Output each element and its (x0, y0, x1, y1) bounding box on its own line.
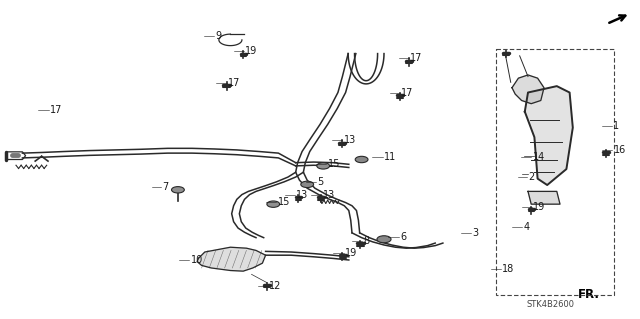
Bar (496, 49, 614, 295)
Circle shape (317, 163, 330, 169)
Text: STK4B2600: STK4B2600 (526, 300, 575, 309)
Polygon shape (197, 247, 266, 271)
Text: 2: 2 (528, 172, 534, 182)
Text: 17: 17 (50, 105, 62, 115)
Text: FR.: FR. (579, 288, 600, 300)
Polygon shape (525, 86, 573, 185)
Text: 6: 6 (400, 232, 406, 242)
Text: 15: 15 (278, 197, 290, 207)
Circle shape (355, 156, 368, 163)
Circle shape (301, 181, 314, 188)
Circle shape (172, 187, 184, 193)
Text: 17: 17 (410, 53, 422, 63)
Text: 19: 19 (533, 202, 545, 212)
Text: 19: 19 (245, 46, 257, 56)
Polygon shape (528, 191, 560, 204)
Circle shape (377, 236, 391, 243)
Text: 8: 8 (364, 236, 370, 246)
Polygon shape (512, 75, 544, 104)
Text: 14: 14 (532, 152, 545, 162)
Text: 19: 19 (345, 248, 357, 258)
Text: 18: 18 (502, 264, 515, 274)
Text: 7: 7 (163, 182, 169, 192)
Text: 12: 12 (269, 281, 282, 292)
Text: 4: 4 (524, 222, 530, 233)
Text: 16: 16 (614, 145, 626, 155)
Text: 13: 13 (296, 189, 308, 200)
Text: 13: 13 (344, 135, 356, 145)
Text: 10: 10 (191, 255, 203, 265)
Text: 1: 1 (613, 121, 620, 131)
Text: 3: 3 (472, 228, 479, 238)
Text: 17: 17 (401, 88, 413, 98)
Text: 5: 5 (317, 177, 324, 188)
Text: 9: 9 (215, 31, 221, 41)
Text: 15: 15 (328, 159, 340, 169)
Text: 13: 13 (323, 189, 335, 200)
Text: 17: 17 (228, 78, 240, 88)
Text: 11: 11 (384, 152, 396, 162)
Circle shape (267, 201, 280, 207)
